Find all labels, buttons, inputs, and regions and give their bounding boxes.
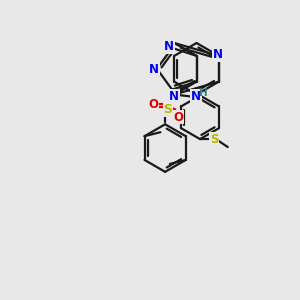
Text: O: O [148,98,158,111]
Text: N: N [149,63,159,76]
Text: H: H [199,88,207,98]
Text: O: O [173,111,183,124]
Text: S: S [210,133,218,146]
Text: N: N [191,90,201,103]
Text: S: S [164,103,172,116]
Text: N: N [169,90,179,103]
Text: N: N [213,48,223,62]
Text: N: N [164,40,174,53]
